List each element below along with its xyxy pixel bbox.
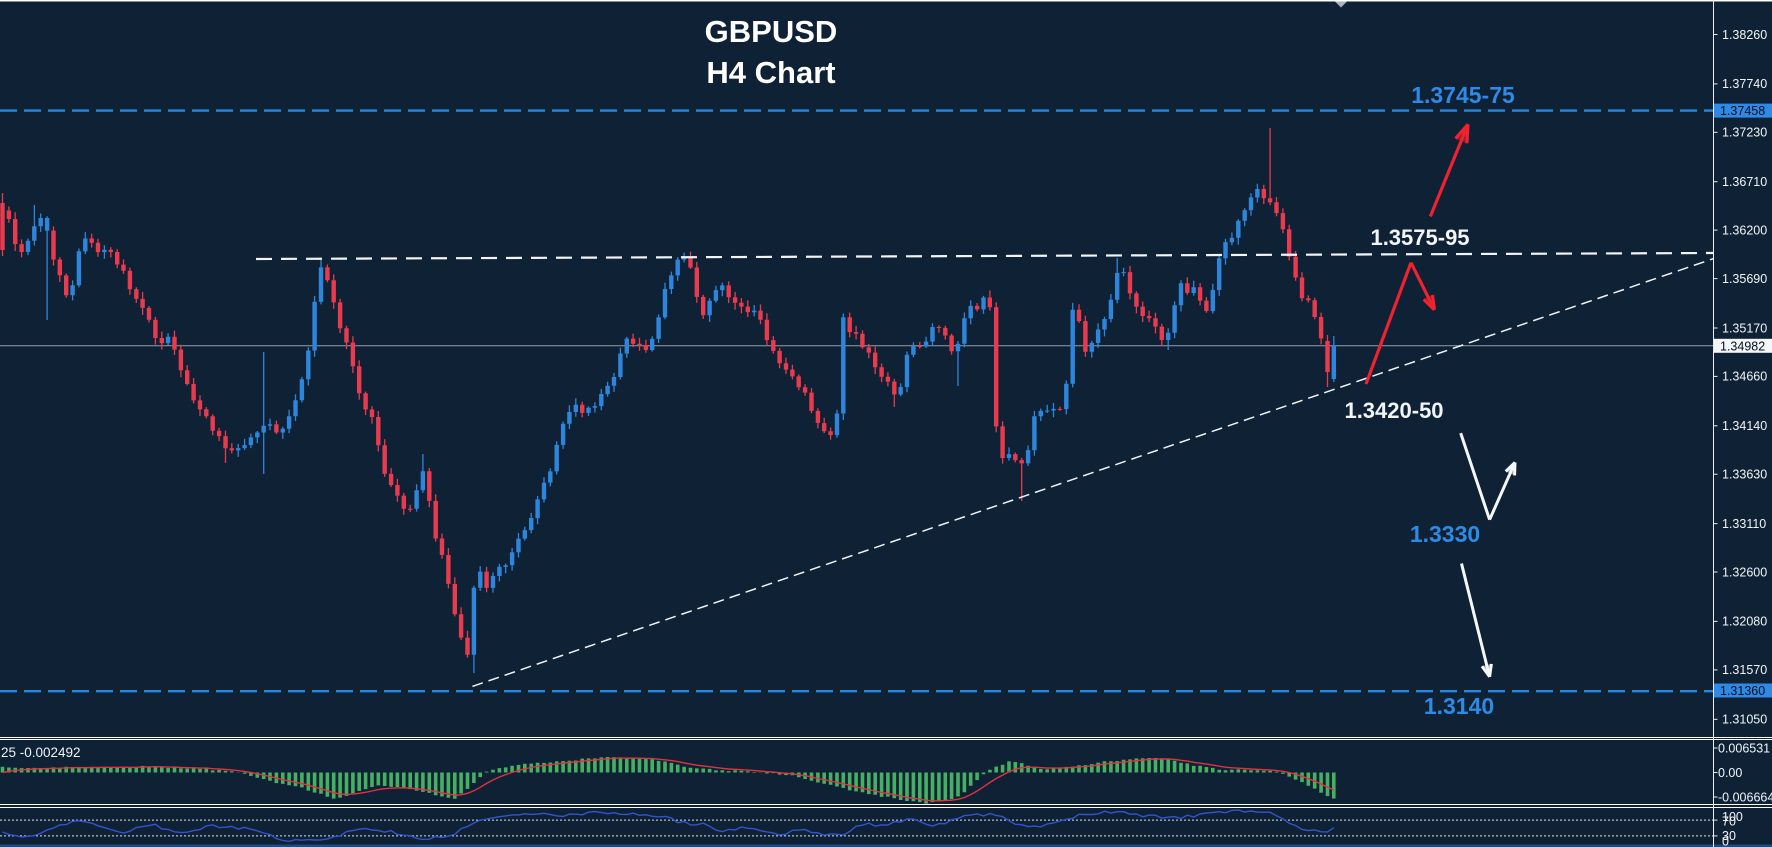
svg-text:1.34140: 1.34140 <box>1722 419 1767 433</box>
svg-text:1.35170: 1.35170 <box>1722 321 1767 335</box>
svg-text:-0.006664: -0.006664 <box>1718 790 1772 804</box>
svg-text:1.31570: 1.31570 <box>1722 663 1767 677</box>
svg-text:1.36200: 1.36200 <box>1722 223 1767 237</box>
svg-text:GBPUSD: GBPUSD <box>705 14 838 49</box>
svg-text:1.3140: 1.3140 <box>1424 693 1494 719</box>
svg-text:1.32080: 1.32080 <box>1722 615 1767 629</box>
svg-text:1.3575-95: 1.3575-95 <box>1370 225 1469 250</box>
svg-text:1.38260: 1.38260 <box>1722 28 1767 42</box>
svg-text:1.3330: 1.3330 <box>1410 521 1480 547</box>
svg-text:1.33630: 1.33630 <box>1722 468 1767 482</box>
svg-text:1.37458: 1.37458 <box>1720 104 1765 118</box>
svg-text:1.37740: 1.37740 <box>1722 77 1767 91</box>
svg-text:1.3420-50: 1.3420-50 <box>1344 398 1443 423</box>
svg-text:1.31360: 1.31360 <box>1720 684 1765 698</box>
svg-text:25 -0.002492: 25 -0.002492 <box>1 745 81 760</box>
svg-text:1.3745-75: 1.3745-75 <box>1411 82 1515 108</box>
svg-text:1.32600: 1.32600 <box>1722 565 1767 579</box>
svg-text:0.006531: 0.006531 <box>1718 741 1770 755</box>
svg-text:1.34660: 1.34660 <box>1722 370 1767 384</box>
svg-text:1.36710: 1.36710 <box>1722 175 1767 189</box>
svg-text:0: 0 <box>1722 834 1729 847</box>
svg-text:1.31050: 1.31050 <box>1722 713 1767 727</box>
svg-text:H4 Chart: H4 Chart <box>706 55 835 90</box>
svg-text:70: 70 <box>1722 814 1736 828</box>
svg-text:1.34982: 1.34982 <box>1720 339 1765 353</box>
svg-text:0.00: 0.00 <box>1718 766 1742 780</box>
svg-text:100: 100 <box>1722 810 1743 824</box>
svg-text:1.35690: 1.35690 <box>1722 272 1767 286</box>
svg-text:30: 30 <box>1722 829 1736 843</box>
svg-text:1.37230: 1.37230 <box>1722 126 1767 140</box>
svg-text:1.33110: 1.33110 <box>1722 517 1766 531</box>
